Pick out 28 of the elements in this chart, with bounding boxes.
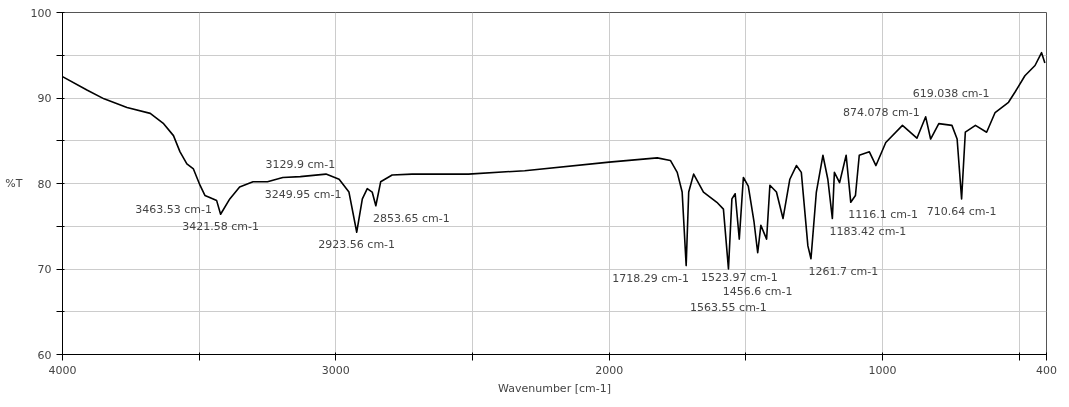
- y-tick-label: 60: [37, 348, 52, 362]
- annotation: 2853.65 cm-1: [373, 211, 450, 225]
- y-tick-label: 100: [30, 6, 52, 20]
- x-tick-label: 3000: [321, 363, 350, 377]
- annotation: 3129.9 cm-1: [265, 157, 336, 171]
- annotation: 3463.53 cm-1: [135, 203, 212, 217]
- annotation: 1261.7 cm-1: [808, 264, 879, 278]
- x-tick-label: 2000: [595, 363, 624, 377]
- annotation: 2923.56 cm-1: [318, 238, 396, 252]
- annotation: 710.64 cm-1: [926, 204, 997, 218]
- annotation: 1718.29 cm-1: [612, 271, 689, 285]
- annotation: 619.038 cm-1: [912, 87, 990, 101]
- y-tick-label: 80: [37, 177, 52, 191]
- annotation: 1456.6 cm-1: [722, 284, 793, 298]
- annotation: 1183.42 cm-1: [829, 224, 907, 238]
- x-axis-title: Wavenumber [cm-1]: [498, 381, 611, 395]
- annotation: 1116.1 cm-1: [848, 208, 918, 222]
- annotation: 874.078 cm-1: [842, 106, 920, 120]
- annotation: 1523.97 cm-1: [700, 271, 778, 285]
- annotation: 1563.55 cm-1: [690, 301, 767, 314]
- x-tick-label: 1000: [868, 363, 897, 377]
- y-tick-label: 70: [37, 263, 52, 276]
- x-tick-label: 400: [1036, 363, 1057, 377]
- x-tick-label: 4000: [48, 363, 77, 377]
- annotation: 3249.95 cm-1: [264, 187, 342, 201]
- y-tick-label: 90: [37, 92, 52, 105]
- annotation: 3421.58 cm-1: [182, 220, 259, 234]
- y-axis-title: %T: [5, 177, 23, 190]
